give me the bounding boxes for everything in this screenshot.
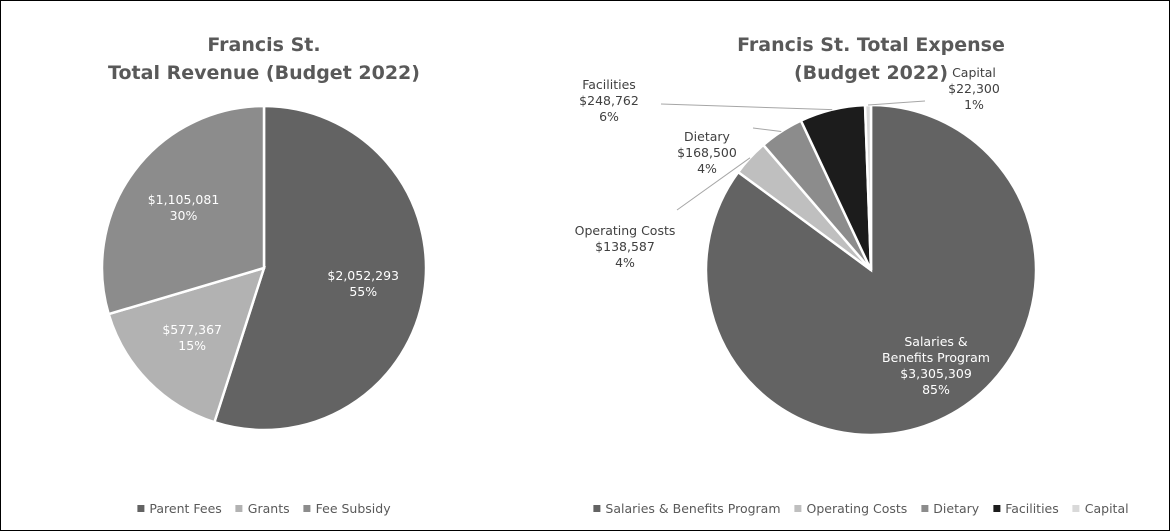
- label-value: $168,500: [677, 145, 737, 160]
- legend-label: Grants: [247, 501, 290, 516]
- legend-label: Operating Costs: [806, 501, 908, 516]
- label-value: $3,305,309: [900, 366, 972, 381]
- label-percent: 15%: [178, 338, 207, 354]
- legend-swatch: [1072, 505, 1080, 512]
- legend-swatch: [993, 505, 1001, 512]
- legend-item: Operating Costs: [794, 501, 908, 516]
- legend-swatch: [137, 505, 145, 512]
- data-label: $577,367 15%: [127, 322, 257, 354]
- legend-item: Facilities: [993, 501, 1059, 516]
- label-percent: 4%: [697, 161, 717, 176]
- pie-slice: [212, 104, 428, 432]
- legend-label: Dietary: [933, 501, 980, 516]
- leader-line: [752, 127, 782, 133]
- label-category: Dietary: [684, 129, 730, 144]
- label-category: Operating Costs: [574, 223, 676, 238]
- legend-item: Fee Subsidy: [303, 501, 391, 516]
- leader-line: [676, 157, 751, 211]
- legend-swatch: [921, 505, 929, 512]
- data-label: Operating Costs $138,587 4%: [560, 223, 690, 271]
- data-label: $2,052,293 55%: [298, 268, 428, 300]
- pie-slice: [107, 266, 266, 424]
- label-percent: 6%: [599, 109, 619, 124]
- label-category: Facilities: [582, 77, 636, 92]
- label-value: $1,105,081: [147, 191, 220, 207]
- legend: Parent Fees Grants Fee Subsidy: [130, 501, 397, 516]
- label-value: $2,052,293: [327, 267, 399, 283]
- data-label: Facilities $248,762 6%: [544, 77, 674, 125]
- label-value: $22,300: [948, 81, 1000, 96]
- data-label: $1,105,081 30%: [119, 192, 249, 224]
- chart-title: Francis St. Total Revenue (Budget 2022): [108, 34, 420, 84]
- legend-item: Parent Fees: [137, 501, 222, 516]
- legend-item: Grants: [235, 501, 290, 516]
- label-percent: 1%: [964, 97, 984, 112]
- legend: Salaries & Benefits Program Operating Cos…: [586, 501, 1135, 516]
- legend-item: Salaries & Benefits Program: [593, 501, 781, 516]
- legend-label: Parent Fees: [149, 501, 222, 516]
- label-category: Capital: [952, 65, 996, 80]
- legend-swatch: [794, 505, 802, 512]
- legend-label: Fee Subsidy: [315, 501, 391, 516]
- pie-slice: [100, 104, 266, 316]
- legend-swatch: [593, 505, 601, 512]
- data-label: Dietary $168,500 4%: [642, 129, 772, 177]
- label-value: $248,762: [579, 93, 639, 108]
- label-value: $138,587: [595, 239, 655, 254]
- chart-title: Francis St. Total Expense (Budget 2022): [737, 34, 1005, 84]
- label-percent: 4%: [615, 255, 635, 270]
- legend-label: Salaries & Benefits Program: [605, 501, 781, 516]
- legend-label: Facilities: [1005, 501, 1059, 516]
- label-percent: 55%: [349, 283, 378, 299]
- legend-swatch: [235, 505, 243, 512]
- label-value: $577,367: [162, 322, 222, 338]
- label-percent: 30%: [169, 207, 198, 223]
- label-percent: 85%: [922, 382, 950, 397]
- label-category: Salaries & Benefits Program: [882, 334, 990, 365]
- legend-item: Capital: [1072, 501, 1129, 516]
- data-label: Capital $22,300 1%: [909, 65, 1039, 113]
- data-label: Salaries & Benefits Program $3,305,309 85%: [871, 334, 1001, 398]
- legend-item: Dietary: [921, 501, 979, 516]
- legend-label: Capital: [1084, 501, 1129, 516]
- legend-swatch: [303, 505, 311, 512]
- leader-line: [660, 103, 833, 111]
- leader-line: [867, 100, 926, 106]
